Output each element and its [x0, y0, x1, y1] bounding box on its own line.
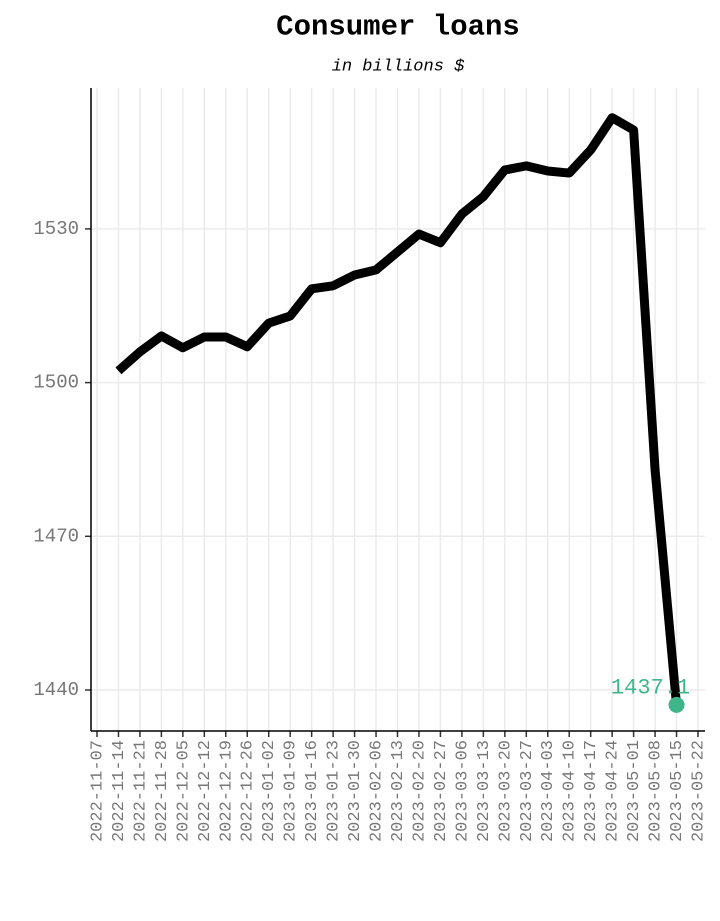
last-point [668, 696, 685, 713]
x-tick-label: 2023-01-23 [325, 740, 344, 842]
x-tick-label: 2023-03-06 [453, 740, 472, 842]
x-tick-label: 2023-03-13 [475, 740, 494, 842]
x-tick-label: 2023-02-27 [432, 740, 451, 842]
x-tick-label: 2022-11-07 [88, 740, 107, 842]
x-tick-label: 2023-04-17 [582, 740, 601, 842]
x-tick-label: 2023-05-15 [668, 740, 687, 842]
x-tick-label: 2023-04-24 [604, 740, 623, 842]
y-tick-label: 1500 [33, 372, 79, 394]
x-tick-label: 2022-12-26 [239, 740, 258, 842]
x-tick-label: 2022-12-19 [217, 740, 236, 842]
x-tick-label: 2023-02-20 [410, 740, 429, 842]
x-tick-label: 2023-02-13 [389, 740, 408, 842]
x-tick-label: 2023-04-03 [539, 740, 558, 842]
x-tick-label: 2022-12-05 [174, 740, 193, 842]
x-tick-label: 2023-01-09 [282, 740, 301, 842]
x-tick-label: 2023-03-27 [518, 740, 537, 842]
x-tick-label: 2022-11-28 [153, 740, 172, 842]
x-tick-label: 2023-03-20 [496, 740, 515, 842]
chart-subtitle: in billions $ [332, 57, 465, 76]
y-tick-label: 1470 [33, 525, 79, 547]
chart-title: Consumer loans [276, 11, 520, 44]
last-value-label: 1437.1 [611, 676, 690, 701]
x-tick-label: 2023-02-06 [368, 740, 387, 842]
x-tick-label: 2023-05-22 [689, 740, 708, 842]
x-tick-label: 2023-01-16 [303, 740, 322, 842]
x-tick-label: 2023-01-02 [260, 740, 279, 842]
x-tick-label: 2022-11-21 [131, 740, 150, 842]
y-tick-label: 1440 [33, 679, 79, 701]
x-tick-label: 2022-11-14 [110, 740, 129, 842]
x-tick-label: 2023-01-30 [346, 740, 365, 842]
x-tick-label: 2022-12-12 [196, 740, 215, 842]
line [115, 113, 682, 706]
x-tick-label: 2023-05-08 [647, 740, 666, 842]
x-tick-label: 2023-04-10 [561, 740, 580, 842]
y-tick-label: 1530 [33, 218, 79, 240]
x-tick-label: 2023-05-01 [625, 740, 644, 842]
